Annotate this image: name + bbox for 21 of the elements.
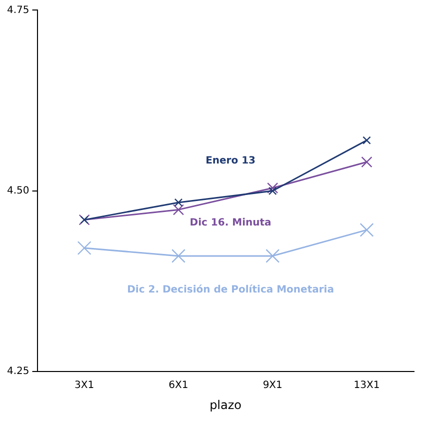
x-axis-title: plazo xyxy=(210,398,242,412)
y-tick-label: 4.50 xyxy=(7,185,30,196)
point xyxy=(362,136,371,144)
x-tick-label: 3X1 xyxy=(74,380,94,392)
point xyxy=(267,182,278,194)
y-tick-label: 4.25 xyxy=(7,366,30,378)
point xyxy=(266,248,280,263)
point xyxy=(360,222,374,237)
y-tick-label: 4.75 xyxy=(7,4,30,16)
x-tick-label: 6X1 xyxy=(168,380,188,392)
point xyxy=(172,248,186,263)
text: Dic 2. Decisión de Política Monetaria xyxy=(127,284,334,296)
x-tick-label: 9X1 xyxy=(262,380,282,392)
x-tick-label: 13X1 xyxy=(354,380,380,392)
point xyxy=(268,186,277,196)
series-label: Dic 16. Minuta xyxy=(190,217,272,228)
point xyxy=(172,204,184,216)
point xyxy=(77,241,92,255)
point xyxy=(361,156,372,168)
point xyxy=(174,198,183,207)
text: Enero 13 xyxy=(206,155,256,166)
